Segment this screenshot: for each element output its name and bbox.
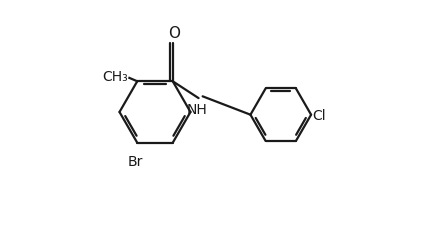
Text: Br: Br (127, 154, 143, 168)
Text: NH: NH (187, 102, 208, 116)
Text: CH₃: CH₃ (102, 70, 128, 84)
Text: Cl: Cl (312, 108, 326, 122)
Text: O: O (168, 26, 180, 41)
